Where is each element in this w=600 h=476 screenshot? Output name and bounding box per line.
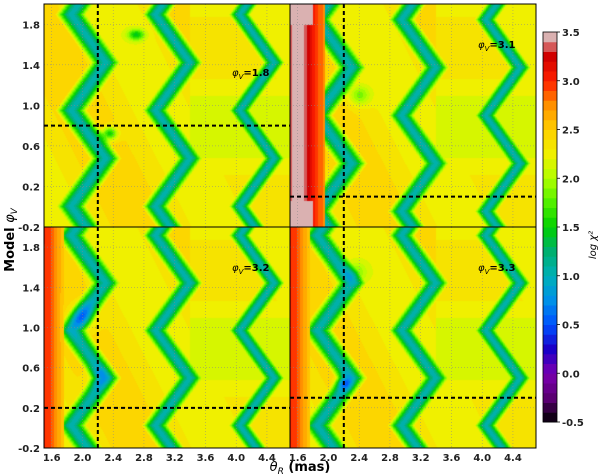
x-tick-label: 4.0 xyxy=(227,453,245,464)
panel-4: φV=3.3 xyxy=(289,226,537,449)
y-tick-label: 1.0 xyxy=(22,323,40,334)
x-tick-label: 2.4 xyxy=(350,453,368,464)
colorbar-tick-label: -0.5 xyxy=(562,418,584,429)
colorbar-tick-label: 1.5 xyxy=(562,223,580,234)
panel-3: φV=3.2 xyxy=(43,226,291,449)
colorbar-segment xyxy=(543,314,557,325)
x-tick-label: 4.0 xyxy=(473,453,491,464)
colorbar-segment xyxy=(543,353,557,364)
colorbar-segment xyxy=(543,168,557,179)
x-tick-label: 1.6 xyxy=(289,453,307,464)
x-tick-label: 3.6 xyxy=(443,453,461,464)
colorbar-segment xyxy=(543,80,557,91)
colorbar-segment xyxy=(543,256,557,267)
x-tick-label: 3.6 xyxy=(197,453,215,464)
y-tick-label: 1.8 xyxy=(22,243,40,254)
x-tick-label: 3.2 xyxy=(412,453,430,464)
x-tick-label: 3.2 xyxy=(166,453,184,464)
colorbar-segment xyxy=(543,61,557,72)
y-tick-label: 1.4 xyxy=(22,283,40,294)
x-tick-label: 2.0 xyxy=(320,453,338,464)
colorbar-segment xyxy=(543,110,557,121)
y-tick-label: 1.4 xyxy=(22,61,40,72)
colorbar-tick-label: 2.5 xyxy=(562,126,580,137)
colorbar-segment xyxy=(543,402,557,413)
colorbar-segment xyxy=(543,305,557,316)
x-tick-label: 4.4 xyxy=(504,453,522,464)
panel-frame xyxy=(289,226,537,449)
colorbar-segment xyxy=(543,275,557,286)
y-tick-label: 0.2 xyxy=(22,182,40,193)
colorbar-segment xyxy=(543,334,557,345)
colorbar: -0.5 0.0 0.5 1.0 1.5 2.0 2.5 3.0 3.5 log χ² xyxy=(542,28,599,429)
colorbar-segment xyxy=(543,51,557,62)
x-axis-label: θR (mas) xyxy=(270,460,331,476)
y-tick-label: 0.6 xyxy=(22,142,40,153)
panel-label: φV=1.8 xyxy=(232,68,270,81)
y-tick-label: -0.2 xyxy=(18,223,40,234)
y-tick-label: -0.2 xyxy=(18,444,40,455)
heatmap-3 xyxy=(44,227,290,448)
colorbar-tick-label: 2.0 xyxy=(562,174,580,185)
x-tick-label: 4.4 xyxy=(258,453,276,464)
x-tick-label: 2.0 xyxy=(74,453,92,464)
colorbar-segment xyxy=(543,285,557,296)
colorbar-segment xyxy=(543,373,557,384)
colorbar-segment xyxy=(543,246,557,257)
colorbar-segment xyxy=(543,188,557,199)
colorbar-segment xyxy=(543,344,557,355)
colorbar-label: log χ² xyxy=(588,231,599,259)
colorbar-segment xyxy=(543,197,557,208)
colorbar-tick-label: 0.0 xyxy=(562,369,580,380)
colorbar-segment xyxy=(543,32,557,43)
colorbar-segment xyxy=(543,178,557,189)
x-tick-label: 2.8 xyxy=(135,453,153,464)
colorbar-tick-label: 3.5 xyxy=(562,28,580,39)
colorbar-tick-label: 0.5 xyxy=(562,321,580,332)
panel-1: φV=1.8 xyxy=(43,3,291,228)
colorbar-segment xyxy=(543,295,557,306)
colorbar-segment xyxy=(543,90,557,101)
panel-label: φV=3.1 xyxy=(478,40,516,53)
colorbar-segment xyxy=(543,217,557,228)
colorbar-segment xyxy=(543,158,557,169)
colorbar-segment xyxy=(543,71,557,82)
colorbar-segment xyxy=(543,383,557,394)
colorbar-segment xyxy=(543,119,557,130)
colorbar-segment xyxy=(543,207,557,218)
colorbar-segment xyxy=(543,129,557,140)
colorbar-segment xyxy=(543,227,557,238)
y-tick-label: 0.2 xyxy=(22,404,40,415)
colorbar-segment xyxy=(543,139,557,150)
colorbar-segment xyxy=(543,100,557,111)
colorbar-segment xyxy=(543,149,557,160)
colorbar-segment xyxy=(543,236,557,247)
x-tick-label: 2.8 xyxy=(381,453,399,464)
y-tick-label: 1.8 xyxy=(22,20,40,31)
x-tick-label: 1.6 xyxy=(43,453,61,464)
colorbar-segment xyxy=(543,392,557,403)
panel-label: φV=3.3 xyxy=(478,263,516,276)
colorbar-segment xyxy=(543,324,557,335)
colorbar-tick-label: 1.0 xyxy=(562,272,580,283)
y-tick-label: 1.0 xyxy=(22,101,40,112)
ticks-layer: 1.6 2.0 2.4 2.8 3.2 3.6 4.0 4.4 1.6 2.0 2.4 2.8 3.2 3… xyxy=(18,20,522,464)
colorbar-segment xyxy=(543,363,557,374)
colorbar-segment xyxy=(543,41,557,52)
x-tick-label: 2.4 xyxy=(104,453,122,464)
heatmap-2 xyxy=(290,4,536,227)
panel-label: φV=3.2 xyxy=(232,263,270,276)
colorbar-tick-label: 3.0 xyxy=(562,77,580,88)
y-axis-label: Model φV xyxy=(3,207,20,272)
panel-2: φV=3.1 xyxy=(289,3,537,228)
colorbar-segment xyxy=(543,266,557,277)
panels-layer: φV=1.8 φV=3.1 φV=3.2 φV=3.3 xyxy=(43,3,537,449)
colorbar-segment xyxy=(543,412,557,423)
y-tick-label: 0.6 xyxy=(22,364,40,375)
heatmap-4 xyxy=(290,227,536,448)
heatmap-1 xyxy=(44,4,290,227)
